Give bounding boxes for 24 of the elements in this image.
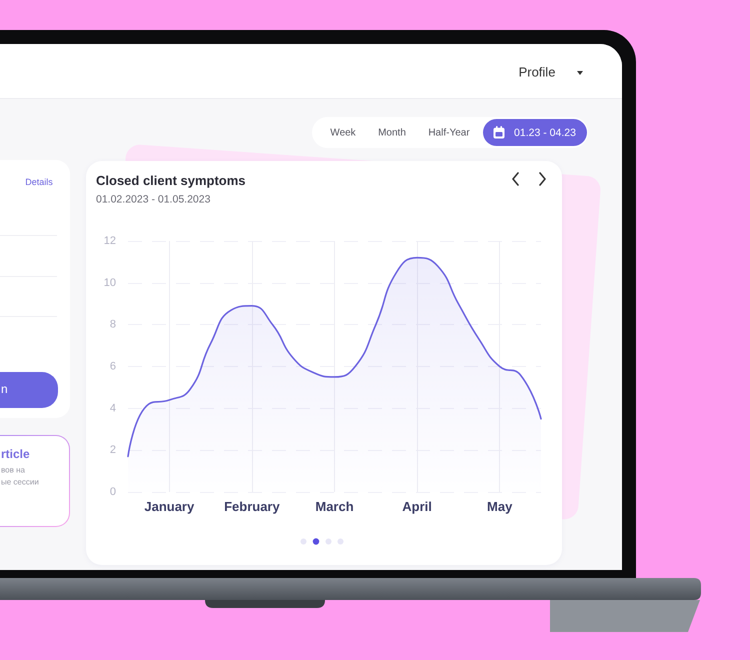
x-tick-label: May — [487, 499, 514, 514]
text: Month — [378, 126, 406, 138]
text: Week — [330, 126, 356, 138]
y-tick-label: 10 — [104, 276, 116, 289]
y-tick-label: 0 — [110, 486, 116, 498]
text: вов на — [1, 465, 25, 475]
text: Profile — [518, 64, 556, 80]
chart-subtitle: 01.02.2023 - 01.05.2023 — [96, 194, 211, 206]
chart-title: Closed client symptoms — [96, 173, 246, 188]
text: Half-Year — [428, 126, 470, 138]
x-tick-label: February — [224, 499, 280, 514]
text: rticle — [1, 447, 30, 462]
y-tick-label: 8 — [110, 318, 116, 331]
y-tick-label: 4 — [110, 402, 116, 414]
text: n — [1, 382, 8, 397]
text: ые сессии — [1, 477, 39, 487]
text: 01.23 - 04.23 — [514, 126, 576, 139]
y-tick-label: 12 — [104, 235, 116, 247]
text: Details — [25, 176, 53, 187]
x-tick-label: April — [402, 499, 432, 514]
y-tick-label: 2 — [110, 444, 116, 456]
x-tick-label: March — [315, 499, 354, 514]
y-tick-label: 6 — [110, 360, 116, 372]
x-tick-label: January — [144, 499, 195, 514]
